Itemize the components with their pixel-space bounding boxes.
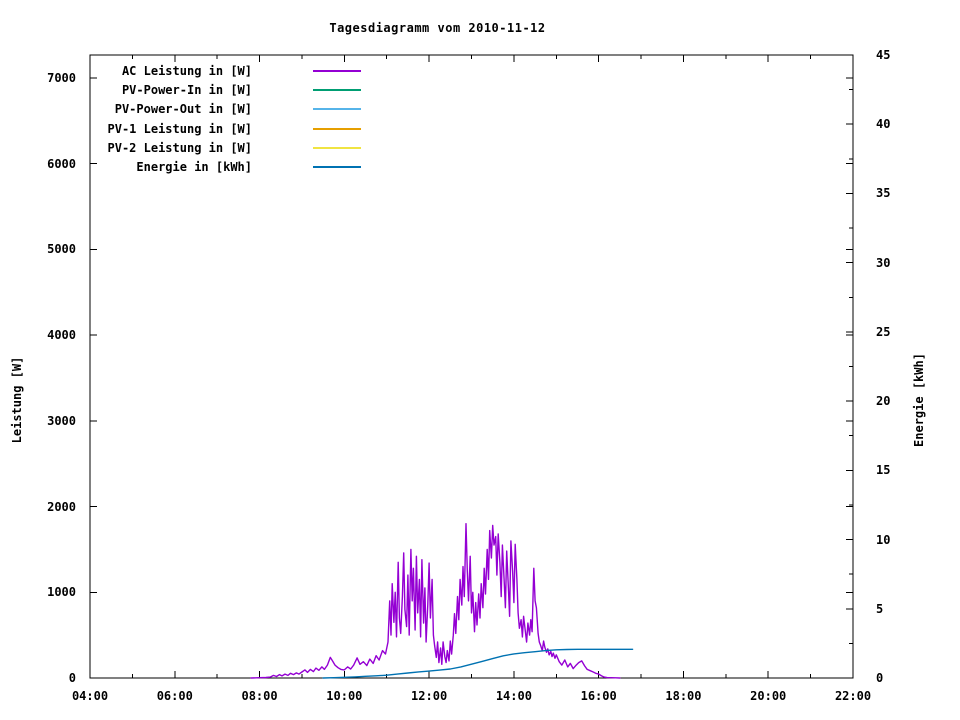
- x-tick-label: 12:00: [411, 689, 448, 703]
- y-left-tick-label: 1000: [47, 585, 76, 600]
- y-right-tick-label: 10: [876, 532, 891, 547]
- legend-line-sample: [313, 89, 361, 92]
- series-line-energie-in-kwh: [322, 648, 634, 679]
- y-left-tick-label: 4000: [47, 328, 76, 343]
- legend-item-energie-in-kwh: Energie in [kWh]: [0, 159, 370, 175]
- x-tick-label: 10:00: [326, 689, 363, 703]
- x-tick-label: 14:00: [495, 689, 532, 703]
- y-right-tick-label: 35: [876, 186, 891, 201]
- y-right-tick-label: 40: [876, 117, 891, 132]
- legend-line-sample: [313, 166, 361, 168]
- y-right-tick-label: 20: [876, 394, 891, 409]
- x-tick-label: 08:00: [241, 689, 278, 703]
- x-tick-label: 16:00: [580, 689, 617, 703]
- x-tick-label: 18:00: [665, 689, 702, 703]
- legend-item-pv-power-out-in-w: PV-Power-Out in [W]: [0, 101, 370, 117]
- legend-label: AC Leistung in [W]: [121, 64, 252, 78]
- legend-item-ac-leistung-in-w: AC Leistung in [W]: [0, 63, 370, 79]
- legend-label: PV-Power-In in [W]: [121, 83, 252, 98]
- legend-item-pv-power-in-in-w: PV-Power-In in [W]: [0, 82, 370, 98]
- legend-item-pv-1-leistung-in-w: PV-1 Leistung in [W]: [0, 121, 370, 137]
- legend-label: PV-2 Leistung in [W]: [107, 140, 253, 155]
- y-right-tick-label: 0: [876, 671, 884, 685]
- y-right-tick-label: 25: [876, 324, 891, 339]
- legend-line-sample: [313, 70, 361, 72]
- legend-line-sample: [313, 127, 361, 130]
- y-axis-left-label: Leistung [W]: [10, 356, 24, 444]
- y-left-tick-label: 0: [68, 671, 76, 685]
- y-left-tick-label: 2000: [47, 499, 76, 514]
- y-right-tick-label: 30: [876, 255, 891, 270]
- series-line-ac-leistung-in-w: [250, 523, 621, 679]
- y-right-tick-label: 15: [876, 463, 891, 478]
- y-left-tick-label: 3000: [47, 413, 76, 428]
- legend-label: PV-Power-Out in [W]: [114, 102, 252, 117]
- x-tick-label: 20:00: [750, 689, 787, 703]
- legend-label: PV-1 Leistung in [W]: [107, 121, 253, 136]
- chart-title: Tagesdiagramm vom 2010-11-12: [329, 21, 546, 35]
- y-right-tick-label: 5: [876, 601, 884, 616]
- legend-label: Energie in [kWh]: [136, 160, 252, 174]
- x-tick-label: 06:00: [156, 689, 193, 703]
- x-tick-label: 22:00: [834, 689, 872, 703]
- legend-line-sample: [313, 146, 361, 149]
- legend-line-sample: [313, 108, 361, 111]
- y-right-tick-label: 45: [876, 48, 891, 62]
- legend-item-pv-2-leistung-in-w: PV-2 Leistung in [W]: [0, 140, 370, 156]
- y-left-tick-label: 6000: [47, 156, 76, 171]
- y-axis-right-label: Energie [kWh]: [912, 353, 926, 447]
- y-left-tick-label: 7000: [47, 70, 76, 85]
- x-tick-label: 04:00: [71, 689, 109, 703]
- y-left-tick-label: 5000: [47, 242, 76, 257]
